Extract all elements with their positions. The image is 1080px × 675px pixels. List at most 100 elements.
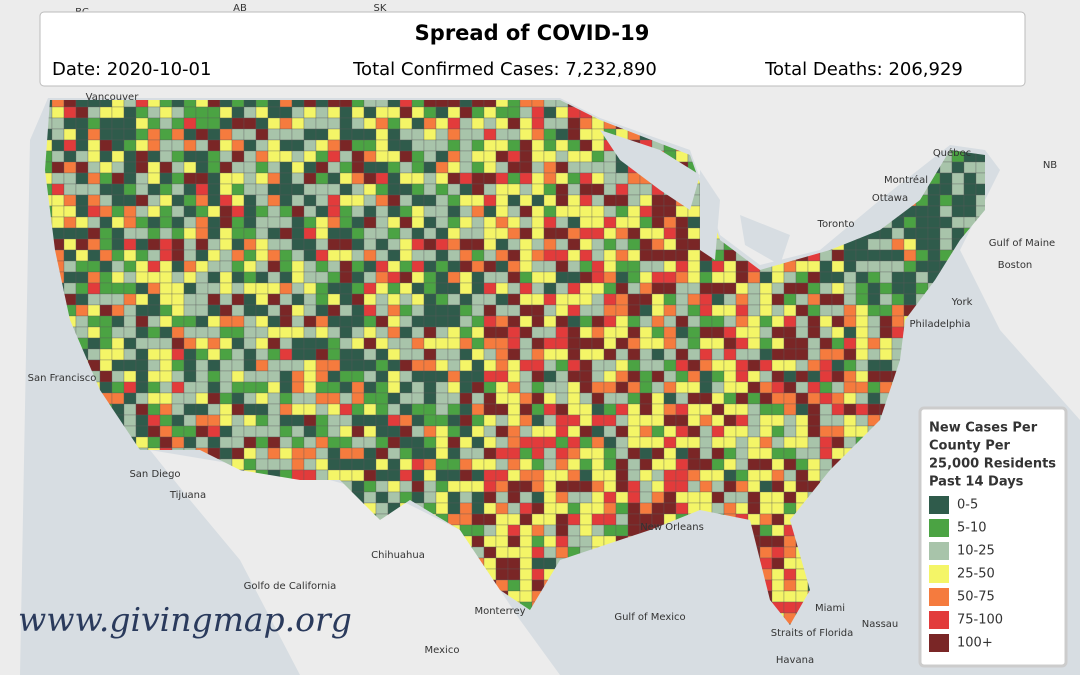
county-tile xyxy=(111,106,125,119)
county-tile xyxy=(747,403,761,416)
county-tile xyxy=(231,392,245,405)
county-tile xyxy=(531,304,545,317)
county-tile xyxy=(591,436,605,449)
county-tile xyxy=(543,293,557,306)
county-tile xyxy=(939,172,953,185)
county-tile xyxy=(135,128,149,141)
county-tile xyxy=(555,491,569,504)
county-tile xyxy=(351,161,365,174)
county-tile xyxy=(543,469,557,482)
county-tile xyxy=(255,315,269,328)
county-tile xyxy=(339,150,353,163)
county-tile xyxy=(879,337,893,350)
county-tile xyxy=(411,491,425,504)
county-tile xyxy=(195,436,209,449)
county-tile xyxy=(891,326,905,339)
county-tile xyxy=(267,117,281,130)
county-tile xyxy=(303,282,317,295)
county-tile xyxy=(375,205,389,218)
county-tile xyxy=(519,282,533,295)
county-tile xyxy=(651,403,665,416)
county-tile xyxy=(411,194,425,207)
county-tile xyxy=(435,436,449,449)
county-tile xyxy=(63,271,77,284)
county-tile xyxy=(867,271,881,284)
county-tile xyxy=(567,128,581,141)
place-label: Ottawa xyxy=(872,193,908,204)
county-tile xyxy=(327,117,341,130)
county-tile xyxy=(495,403,509,416)
county-tile xyxy=(339,326,353,339)
county-tile xyxy=(231,205,245,218)
county-tile xyxy=(159,425,173,438)
legend-swatch xyxy=(929,611,949,629)
county-tile xyxy=(315,447,329,460)
county-tile xyxy=(375,403,389,416)
county-tile xyxy=(87,282,101,295)
county-tile xyxy=(651,458,665,471)
county-tile xyxy=(843,315,857,328)
county-tile xyxy=(843,392,857,405)
county-tile xyxy=(471,359,485,372)
county-tile xyxy=(759,524,773,537)
county-tile xyxy=(807,414,821,427)
county-tile xyxy=(111,337,125,350)
county-tile xyxy=(255,183,269,196)
county-tile xyxy=(711,370,725,383)
county-tile xyxy=(507,249,521,262)
place-label: San Diego xyxy=(129,469,180,480)
county-tile xyxy=(99,128,113,141)
county-tile xyxy=(123,227,137,240)
county-tile xyxy=(855,293,869,306)
county-tile xyxy=(615,183,629,196)
county-tile xyxy=(183,381,197,394)
county-tile xyxy=(591,326,605,339)
county-tile xyxy=(327,271,341,284)
county-tile xyxy=(615,469,629,482)
county-tile xyxy=(663,370,677,383)
county-tile xyxy=(759,370,773,383)
county-tile xyxy=(375,337,389,350)
county-tile xyxy=(507,436,521,449)
county-tile xyxy=(363,337,377,350)
place-label: San Francisco xyxy=(28,373,97,384)
county-tile xyxy=(339,216,353,229)
county-tile xyxy=(135,227,149,240)
county-tile xyxy=(675,381,689,394)
county-tile xyxy=(219,117,233,130)
county-tile xyxy=(531,579,545,592)
county-tile xyxy=(159,161,173,174)
county-tile xyxy=(147,381,161,394)
county-tile xyxy=(507,304,521,317)
county-tile xyxy=(375,491,389,504)
county-tile xyxy=(783,568,797,581)
county-tile xyxy=(795,260,809,273)
place-label: Miami xyxy=(815,603,845,614)
county-tile xyxy=(123,161,137,174)
county-tile xyxy=(87,216,101,229)
county-tile xyxy=(411,271,425,284)
county-tile xyxy=(207,139,221,152)
county-tile xyxy=(87,304,101,317)
county-tile xyxy=(531,205,545,218)
county-tile xyxy=(411,106,425,119)
county-tile xyxy=(471,436,485,449)
county-tile xyxy=(651,447,665,460)
county-tile xyxy=(483,557,497,570)
county-tile xyxy=(243,348,257,361)
county-tile xyxy=(183,238,197,251)
county-tile xyxy=(471,249,485,262)
county-tile xyxy=(351,337,365,350)
county-tile xyxy=(423,304,437,317)
county-tile xyxy=(483,535,497,548)
county-tile xyxy=(99,139,113,152)
place-label: New Orleans xyxy=(640,522,704,533)
county-tile xyxy=(471,381,485,394)
county-tile xyxy=(651,304,665,317)
county-tile xyxy=(555,326,569,339)
county-tile xyxy=(867,348,881,361)
county-tile xyxy=(291,238,305,251)
county-tile xyxy=(135,348,149,361)
county-tile xyxy=(255,205,269,218)
county-tile xyxy=(603,161,617,174)
